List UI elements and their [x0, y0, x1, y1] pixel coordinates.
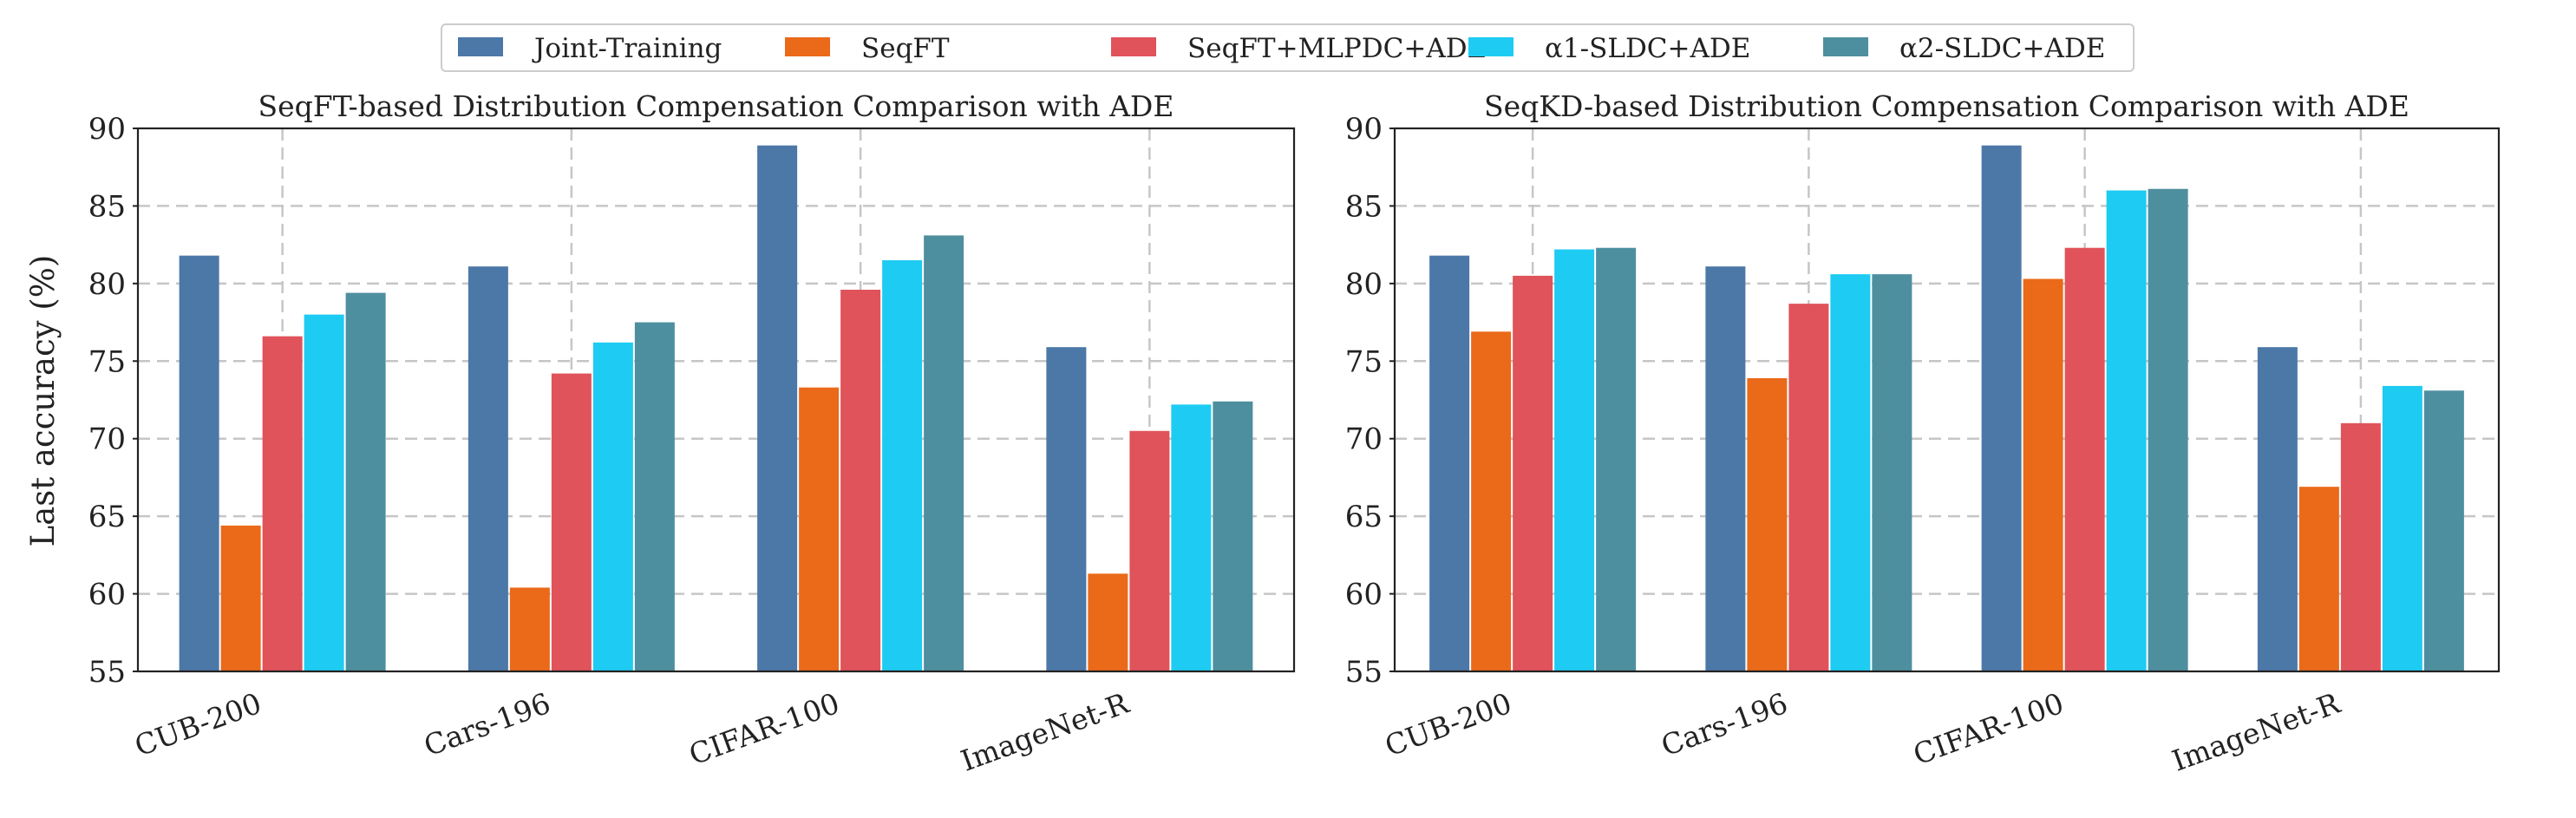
plot-frame — [1393, 127, 2501, 673]
y-tick-label: 90 — [1345, 112, 1383, 147]
bar-joint-training-cifar-100 — [1981, 145, 2022, 671]
bar-seqft-mlpdc-ade-cifar-100 — [840, 290, 881, 671]
bar-seqft-mlpdc-ade-cars-196 — [551, 373, 592, 671]
x-category-label: ImageNet-R — [957, 685, 1134, 777]
y-tick-label: 70 — [1345, 422, 1383, 457]
x-category-label: CIFAR-100 — [684, 686, 844, 772]
bar-1-sldc-ade-imagenet-r — [2382, 385, 2422, 671]
bar-seqft-mlpdc-ade-cars-196 — [1788, 304, 1829, 671]
x-category-label: Cars-196 — [420, 686, 555, 763]
legend-label-1-sldc-ade: α1-SLDC+ADE — [1545, 33, 1750, 64]
bar-2-sldc-ade-cub-200 — [1596, 247, 1637, 671]
bar-joint-training-cars-196 — [1705, 266, 1746, 671]
bar-1-sldc-ade-cifar-100 — [882, 260, 923, 671]
chart-title: SeqKD-based Distribution Compensation Co… — [1484, 89, 2409, 123]
bar-seqft-mlpdc-ade-imagenet-r — [1129, 430, 1170, 671]
legend-label-joint-training: Joint-Training — [532, 33, 722, 64]
bar-joint-training-cub-200 — [179, 255, 219, 671]
legend-frame — [441, 23, 2135, 72]
bar-2-sldc-ade-cars-196 — [1872, 274, 1912, 671]
legend-swatch-seqft-mlpdc-ade — [1111, 37, 1156, 56]
y-tick-label: 65 — [88, 500, 126, 534]
x-category-label: ImageNet-R — [2167, 685, 2345, 777]
legend-label-seqft: SeqFT — [861, 33, 950, 64]
legend-swatch-2-sldc-ade — [1823, 37, 1868, 56]
x-category-label: CUB-200 — [130, 686, 265, 763]
legend-label-seqft-mlpdc-ade: SeqFT+MLPDC+ADE — [1187, 33, 1487, 64]
bar-1-sldc-ade-cub-200 — [304, 314, 344, 671]
bar-1-sldc-ade-cub-200 — [1554, 249, 1595, 671]
y-tick-label: 55 — [1345, 655, 1383, 690]
bar-2-sldc-ade-cifar-100 — [924, 235, 964, 671]
bar-2-sldc-ade-imagenet-r — [2423, 390, 2464, 671]
bar-1-sldc-ade-cars-196 — [1830, 274, 1871, 671]
bar-seqft-cars-196 — [509, 587, 550, 671]
y-tick-label: 55 — [88, 655, 126, 690]
bar-seqft-cub-200 — [1471, 331, 1512, 671]
x-category-label: CIFAR-100 — [1909, 686, 2069, 772]
bar-seqft-cub-200 — [220, 525, 261, 671]
bar-seqft-mlpdc-ade-cub-200 — [1513, 275, 1553, 671]
bar-seqft-cifar-100 — [2023, 278, 2063, 671]
y-tick-label: 75 — [1345, 344, 1383, 379]
y-tick-label: 85 — [1345, 189, 1383, 224]
x-category-label: CUB-200 — [1381, 686, 1516, 763]
legend-swatch-seqft — [785, 37, 830, 56]
y-tick-label: 90 — [88, 112, 126, 147]
y-tick-label: 70 — [88, 422, 126, 457]
legend-label-2-sldc-ade: α2-SLDC+ADE — [1899, 33, 2105, 64]
plot-frame — [136, 127, 1296, 673]
bar-joint-training-cifar-100 — [757, 145, 798, 671]
bar-2-sldc-ade-imagenet-r — [1213, 401, 1253, 671]
y-tick-label: 80 — [1345, 267, 1383, 302]
y-tick-label: 80 — [88, 267, 126, 302]
bar-joint-training-cars-196 — [467, 266, 508, 671]
bar-2-sldc-ade-cars-196 — [634, 322, 675, 671]
legend-swatch-joint-training — [458, 37, 503, 56]
bar-joint-training-imagenet-r — [1046, 347, 1087, 671]
y-tick-label: 60 — [88, 578, 126, 612]
bar-1-sldc-ade-imagenet-r — [1171, 404, 1212, 671]
bar-seqft-cifar-100 — [799, 387, 840, 671]
bar-seqft-mlpdc-ade-cifar-100 — [2064, 247, 2105, 671]
y-tick-label: 65 — [1345, 500, 1383, 534]
chart-seqkd-panel: SeqKD-based Distribution Compensation Co… — [1345, 89, 2501, 778]
bar-joint-training-imagenet-r — [2257, 347, 2298, 671]
chart-title: SeqFT-based Distribution Compensation Co… — [258, 89, 1174, 123]
y-tick-label: 85 — [88, 189, 126, 224]
bar-seqft-cars-196 — [1747, 377, 1788, 671]
legend: Joint-Training SeqFT SeqFT+MLPDC+ADE α1-SLD… — [441, 23, 2135, 72]
bar-seqft-imagenet-r — [1088, 573, 1128, 671]
y-tick-label: 60 — [1345, 578, 1383, 612]
bar-seqft-imagenet-r — [2298, 487, 2339, 671]
bar-1-sldc-ade-cars-196 — [592, 342, 633, 671]
bar-1-sldc-ade-cifar-100 — [2106, 190, 2147, 672]
x-category-label: Cars-196 — [1657, 686, 1792, 763]
y-tick-label: 75 — [88, 344, 126, 379]
bar-seqft-mlpdc-ade-cub-200 — [262, 336, 303, 671]
bar-2-sldc-ade-cifar-100 — [2148, 188, 2188, 672]
bar-joint-training-cub-200 — [1429, 255, 1470, 671]
chart-seqft-panel: SeqFT-based Distribution Compensation Co… — [88, 89, 1296, 778]
y-axis-label: Last accuracy (%) — [24, 255, 62, 547]
bar-seqft-mlpdc-ade-imagenet-r — [2340, 422, 2381, 671]
legend-swatch-1-sldc-ade — [1468, 37, 1514, 56]
bar-2-sldc-ade-cub-200 — [345, 292, 386, 671]
